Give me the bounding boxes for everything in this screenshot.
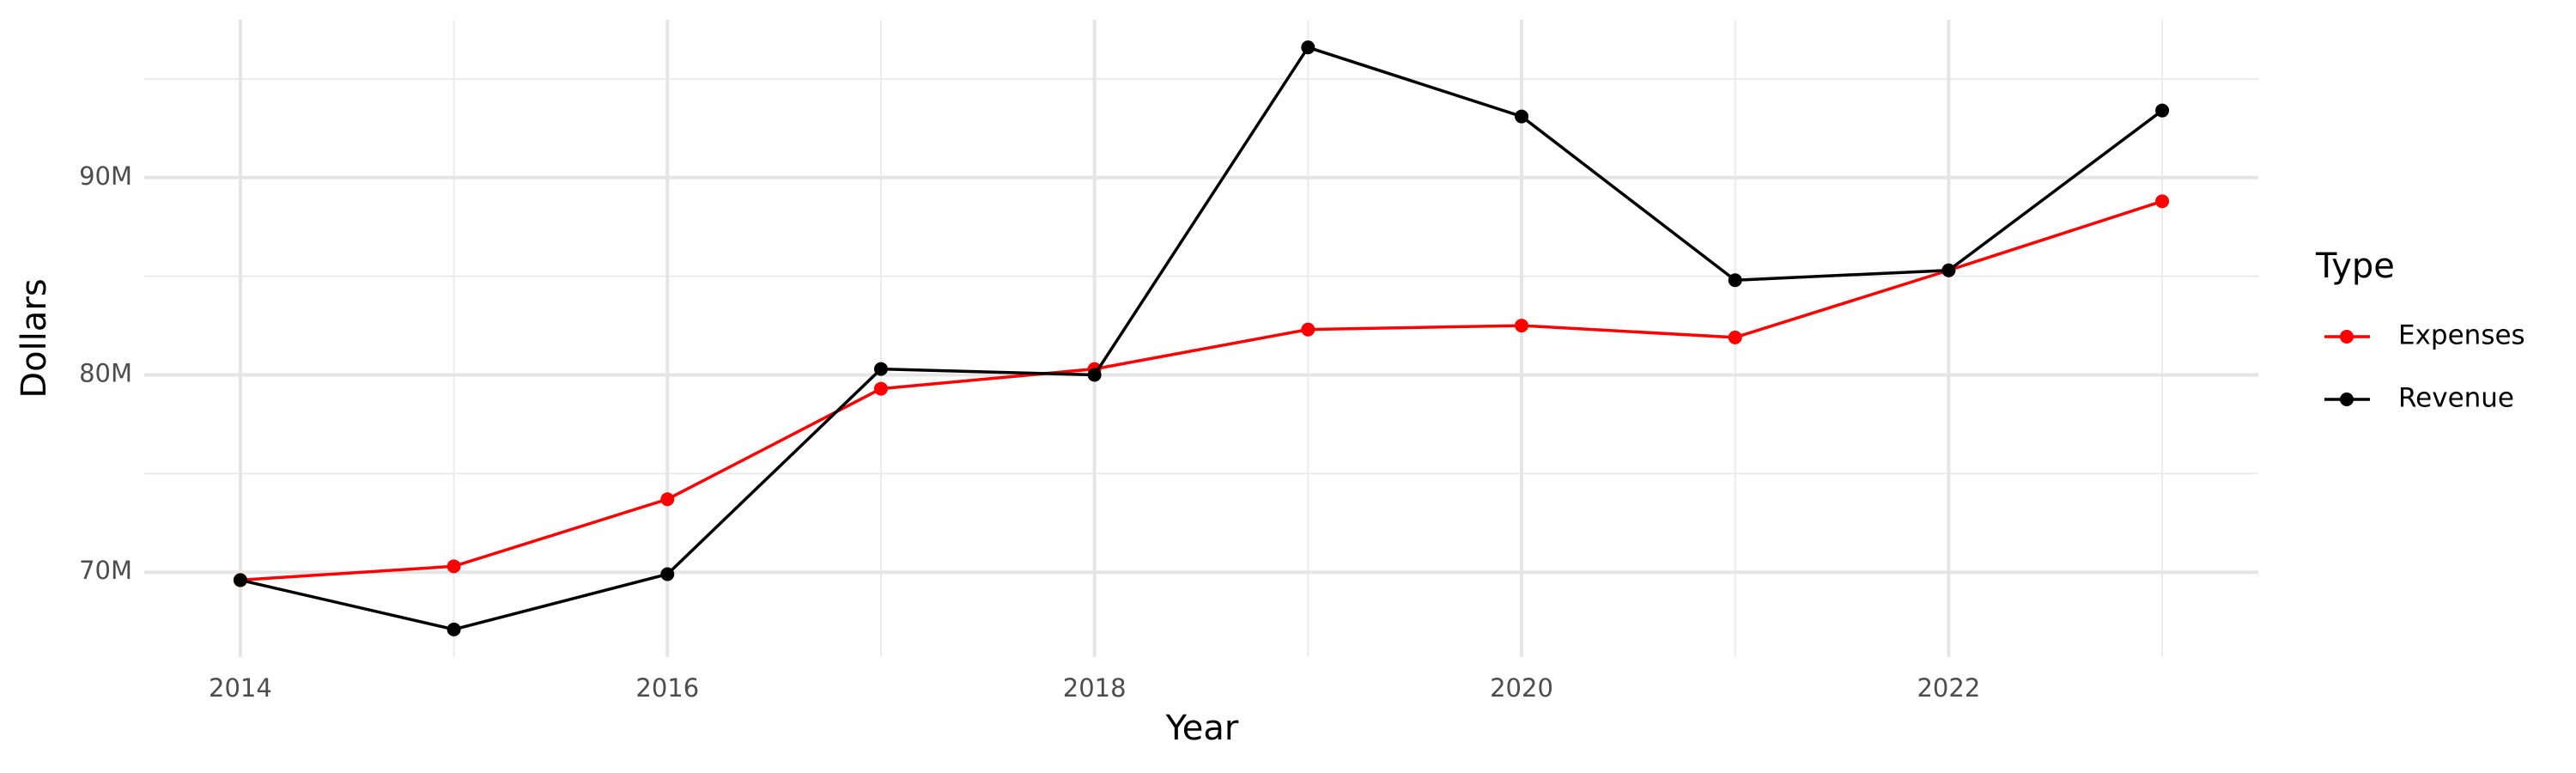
data-point [2155,194,2170,209]
y-tick-label: 90M [79,161,132,191]
x-tick-label: 2020 [1490,673,1553,703]
x-tick-label: 2018 [1063,673,1127,703]
data-point [660,492,675,507]
legend-label: Expenses [2398,320,2525,351]
data-point [1728,330,1742,344]
data-point [447,559,461,574]
data-point [1515,319,1529,333]
legend-marker [2340,330,2354,344]
legend-marker [2340,393,2354,406]
data-point [660,567,675,581]
data-point [1728,273,1742,288]
data-point [2155,103,2170,118]
series-line [240,199,2163,582]
legend-title: Type [2315,247,2395,286]
data-point [1941,263,1956,277]
data-point [1301,322,1315,337]
data-point [1087,368,1102,382]
legend-label: Revenue [2398,383,2514,414]
data-point [873,362,888,376]
x-tick-label: 2022 [1917,673,1980,703]
data-point [233,573,247,587]
data-point [1515,109,1529,124]
data-point [447,622,461,636]
x-axis-title: Year [1165,709,1239,748]
y-tick-label: 80M [79,358,132,387]
x-tick-label: 2016 [635,673,699,703]
y-tick-label: 70M [79,556,132,585]
data-point [1301,40,1315,55]
series-line [240,46,2164,631]
data-point [873,381,888,396]
y-axis-title: Dollars [15,278,54,398]
x-tick-label: 2014 [209,673,272,703]
